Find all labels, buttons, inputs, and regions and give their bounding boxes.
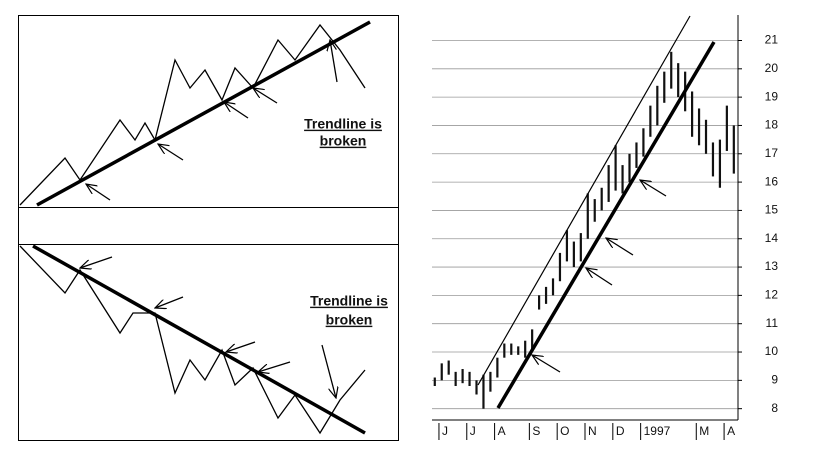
- x-tick-label: A: [727, 424, 735, 438]
- y-tick-label: 20: [765, 61, 779, 75]
- x-tick-label: O: [560, 424, 569, 438]
- y-tick-label: 12: [765, 288, 779, 302]
- annotation: Trendline is: [310, 293, 388, 309]
- x-tick-label: N: [588, 424, 597, 438]
- y-tick-label: 14: [765, 231, 779, 245]
- y-tick-label: 19: [765, 89, 779, 103]
- y-tick-label: 8: [771, 401, 778, 415]
- y-tick-label: 11: [766, 316, 779, 330]
- y-tick-label: 17: [765, 146, 779, 160]
- y-tick-label: 16: [765, 174, 779, 188]
- y-tick-label: 21: [765, 33, 779, 47]
- x-tick-label: S: [532, 424, 540, 438]
- annotation: broken: [320, 133, 367, 149]
- x-tick-label: 1997: [644, 424, 671, 438]
- y-tick-label: 13: [765, 259, 779, 273]
- channel-lines: [477, 15, 716, 409]
- left-diagrams: [18, 15, 399, 441]
- x-tick-label: M: [699, 424, 709, 438]
- annotation: Trendline is: [304, 116, 382, 132]
- y-tick-label: 9: [771, 373, 778, 387]
- x-tick-label: J: [470, 424, 476, 438]
- x-tick-label: A: [498, 424, 506, 438]
- y-tick-label: 15: [765, 203, 779, 217]
- x-tick-label: J: [442, 424, 448, 438]
- annotation: broken: [326, 312, 373, 328]
- y-tick-label: 18: [765, 118, 779, 132]
- price-chart: 8 9 10 11 12 13 14 15 16 17 18 19 20 21 J J A S O N D 1997 M A: [432, 15, 778, 440]
- y-tick-label: 10: [765, 344, 779, 358]
- x-tick-label: D: [616, 424, 625, 438]
